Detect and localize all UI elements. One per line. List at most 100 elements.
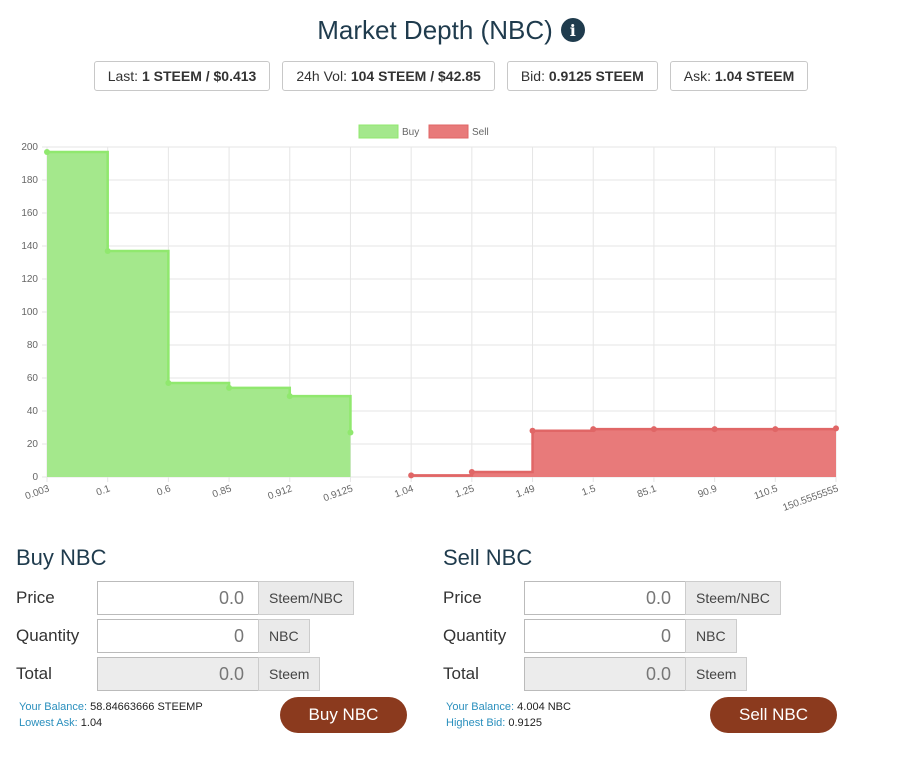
- stat-24h-volume: 24h Vol: 104 STEEM / $42.85: [282, 61, 495, 91]
- highest-bid-value[interactable]: 0.9125: [508, 717, 543, 729]
- sell-total-row: Total Steem: [443, 657, 863, 695]
- sell-footer: Your Balance: 4.004 NBC Highest Bid: 0.9…: [443, 697, 863, 737]
- stat-label: 24h Vol:: [296, 68, 347, 84]
- x-tick-label: 110.5: [753, 483, 780, 502]
- y-tick-label: 140: [21, 241, 38, 252]
- data-point-sell: [650, 426, 657, 433]
- data-point-sell: [711, 426, 718, 433]
- buy-price-label: Price: [16, 588, 55, 607]
- stat-last: Last: 1 STEEM / $0.413: [93, 61, 271, 91]
- sell-price-label: Price: [443, 588, 482, 607]
- buy-total-input: [97, 657, 259, 691]
- stat-value: 1.04 STEEM: [714, 68, 795, 84]
- y-tick-label: 40: [27, 406, 39, 417]
- buy-price-input[interactable]: [97, 581, 259, 615]
- lowest-ask-label: Lowest Ask:: [19, 717, 78, 729]
- buy-price-row: Price Steem/NBC: [16, 581, 436, 619]
- sell-total-label: Total: [443, 664, 479, 683]
- buy-quantity-input[interactable]: [97, 619, 259, 653]
- market-stats: Last: 1 STEEM / $0.413 24h Vol: 104 STEE…: [0, 61, 902, 91]
- y-tick-label: 60: [27, 373, 39, 384]
- highest-bid-label: Highest Bid:: [446, 717, 506, 729]
- legend-swatch-sell: [428, 124, 469, 139]
- sell-quantity-label: Quantity: [443, 626, 507, 645]
- buy-price-unit: Steem/NBC: [258, 581, 354, 615]
- sell-balance-value: 4.004 NBC: [517, 701, 571, 713]
- x-tick-label: 90.9: [697, 483, 719, 500]
- x-tick-label: 0.1: [95, 483, 112, 498]
- stat-label: Last:: [107, 68, 139, 84]
- buy-quantity-row: Quantity NBC: [16, 619, 436, 657]
- data-point-sell: [529, 427, 536, 434]
- data-point-buy: [165, 379, 172, 386]
- stat-value: 0.9125 STEEM: [548, 68, 644, 84]
- sell-panel: Sell NBC Price Steem/NBC Quantity NBC To…: [443, 545, 863, 737]
- buy-quantity-unit: NBC: [258, 619, 310, 653]
- stat-value: 104 STEEM / $42.85: [350, 68, 481, 84]
- data-point-buy: [104, 247, 111, 254]
- series-line-buy: [47, 150, 352, 433]
- y-tick-label: 200: [21, 142, 38, 153]
- y-tick-label: 80: [27, 340, 39, 351]
- data-point-sell: [408, 472, 415, 479]
- data-point-sell: [590, 426, 597, 433]
- buy-balance-label: Your Balance:: [19, 701, 88, 713]
- sell-total-input: [524, 657, 686, 691]
- sell-balance-label: Your Balance:: [446, 701, 515, 713]
- buy-footer: Your Balance: 58.84663666 STEEMP Lowest …: [16, 697, 436, 737]
- data-point-sell: [772, 426, 779, 433]
- data-point-buy: [286, 393, 293, 400]
- x-tick-label: 1.5: [580, 483, 597, 498]
- x-tick-label: 0.6: [156, 483, 173, 498]
- legend-swatch-buy: [358, 124, 399, 139]
- stat-label: Bid:: [520, 68, 545, 84]
- stat-bid: Bid: 0.9125 STEEM: [506, 61, 658, 91]
- x-tick-label: 1.04: [393, 483, 415, 500]
- sell-panel-title: Sell NBC: [443, 545, 533, 570]
- x-tick-label: 1.49: [515, 483, 537, 500]
- market-depth-chart: 0 20 40 60 80 100 120 140 160 180 200 0.003 0.1 0.6 0.…: [21, 124, 840, 514]
- x-tick-label: 0.912: [267, 483, 295, 502]
- sell-total-unit: Steem: [685, 657, 748, 691]
- buy-button[interactable]: Buy NBC: [280, 697, 407, 733]
- data-point-buy: [347, 429, 354, 436]
- x-tick-label: 85.1: [636, 483, 658, 500]
- sell-quantity-input[interactable]: [524, 619, 686, 653]
- buy-total-row: Total Steem: [16, 657, 436, 695]
- y-tick-label: 160: [21, 208, 38, 219]
- x-tick-label: 1.25: [454, 483, 476, 500]
- y-tick-label: 120: [21, 274, 38, 285]
- y-tick-label: 0: [32, 472, 38, 483]
- buy-info: Your Balance: 58.84663666 STEEMP Lowest …: [19, 699, 203, 731]
- data-point-sell: [468, 469, 475, 476]
- title-row: Market Depth (NBC) i: [0, 10, 902, 50]
- page-title: Market Depth (NBC): [317, 14, 553, 45]
- y-tick-label: 180: [21, 175, 38, 186]
- sell-quantity-row: Quantity NBC: [443, 619, 863, 657]
- lowest-ask-value[interactable]: 1.04: [80, 717, 103, 729]
- legend-label-buy: Buy: [402, 127, 419, 138]
- data-point-buy: [44, 148, 50, 155]
- y-tick-label: 100: [21, 307, 38, 318]
- stat-ask: Ask: 1.04 STEEM: [669, 61, 809, 91]
- sell-quantity-unit: NBC: [685, 619, 737, 653]
- data-point-buy: [226, 384, 233, 391]
- buy-panel-title: Buy NBC: [16, 545, 107, 570]
- y-tick-label: 20: [27, 439, 39, 450]
- series-area-buy: [47, 151, 351, 477]
- buy-balance-value: 58.84663666 STEEMP: [90, 701, 203, 713]
- stat-label: Ask:: [683, 68, 712, 84]
- buy-total-unit: Steem: [258, 657, 321, 691]
- stat-value: 1 STEEM / $0.413: [141, 68, 257, 84]
- sell-button[interactable]: Sell NBC: [710, 697, 837, 733]
- sell-price-input[interactable]: [524, 581, 686, 615]
- x-tick-label: 0.85: [211, 483, 233, 500]
- buy-total-label: Total: [16, 664, 52, 683]
- x-tick-label: 0.003: [24, 483, 52, 502]
- sell-price-row: Price Steem/NBC: [443, 581, 863, 619]
- legend-label-sell: Sell: [472, 127, 489, 138]
- buy-panel: Buy NBC Price Steem/NBC Quantity NBC Tot…: [16, 545, 436, 737]
- info-icon[interactable]: i: [560, 18, 585, 42]
- x-tick-label: 0.9125: [322, 483, 355, 504]
- x-tick-label: 150.5555555: [781, 483, 840, 513]
